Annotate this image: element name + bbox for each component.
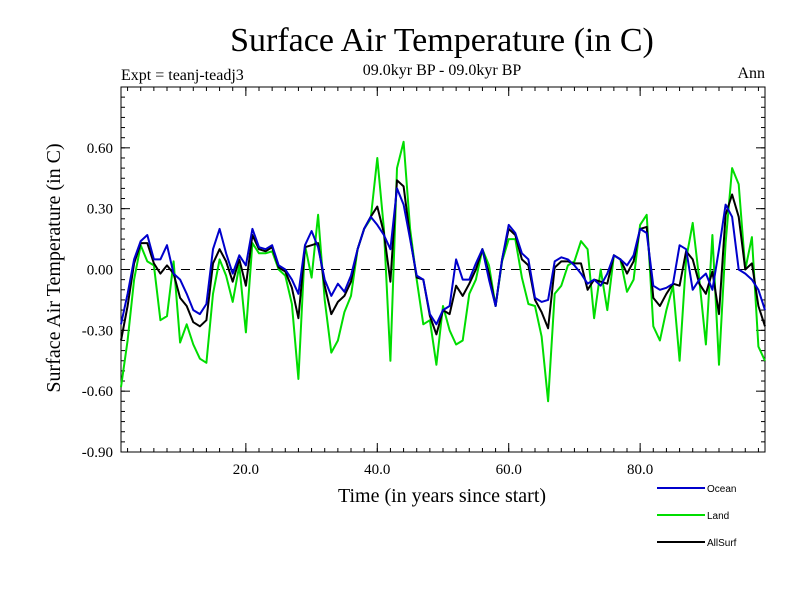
series-line-allsurf — [120, 179, 766, 341]
legend-label-allsurf: AllSurf — [707, 538, 737, 549]
y-tick-label: 0.60 — [87, 141, 113, 157]
legend-label-land: Land — [707, 511, 729, 522]
x-tick-label: 80.0 — [627, 462, 653, 478]
period-label: 09.0kyr BP - 09.0kyr BP — [363, 62, 522, 79]
series-group — [120, 140, 766, 403]
y-tick-label: 0.00 — [87, 263, 113, 279]
legend-label-ocean: Ocean — [707, 484, 736, 495]
x-tick-label: 20.0 — [233, 462, 259, 478]
series-line-land — [120, 140, 766, 403]
x-axis-label: Time (in years since start) — [338, 485, 546, 507]
x-tick-label: 60.0 — [496, 462, 522, 478]
series-line-ocean — [120, 187, 766, 326]
legend: Ocean Land AllSurf — [657, 484, 737, 549]
axes-group: 20.0 40.0 60.0 80.0 -0.90 -0.60 -0.30 0.00 0.30 0… — [82, 86, 766, 478]
chart-title: Surface Air Temperature (in C) — [230, 22, 654, 59]
experiment-label: Expt = teanj-teadj3 — [121, 67, 244, 84]
y-tick-label: -0.30 — [82, 323, 113, 339]
y-tick-label: -0.90 — [82, 445, 113, 461]
y-tick-label: -0.60 — [82, 384, 113, 400]
y-tick-label: 0.30 — [87, 202, 113, 218]
x-tick-label: 40.0 — [364, 462, 390, 478]
season-label: Ann — [737, 65, 765, 82]
y-axis-label: Surface Air Temperature (in C) — [43, 143, 65, 392]
